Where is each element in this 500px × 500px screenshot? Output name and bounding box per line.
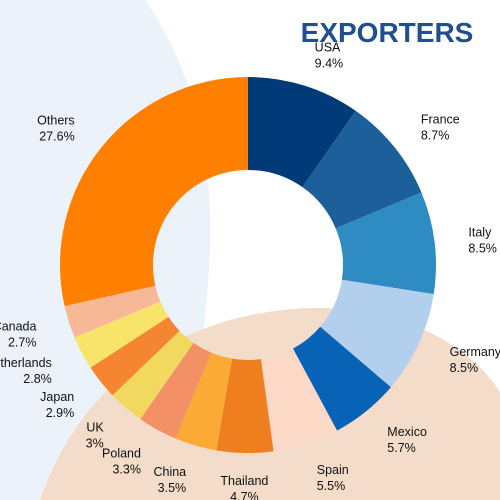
slice-usa [248,77,356,188]
label-value: 8.7% [421,129,450,143]
label-value: 4.7% [230,490,259,500]
slice-mexico [292,326,391,431]
slices [59,77,436,453]
slice-uk [112,330,194,420]
label-value: 5.7% [387,441,416,455]
label-category: Others [37,113,75,127]
label-category: Thailand [220,474,268,488]
label-value: 9.4% [315,56,344,70]
slice-poland [140,342,212,439]
slice-labels: USA 9.4% France 8.7% Italy 8.5% Germany 8.5% Mex… [0,40,500,500]
label-value: 3.5% [158,481,187,495]
label-category: Spain [317,463,349,477]
label-canada: Canada 2.7% [0,319,37,349]
label-usa: USA 9.4% [315,40,344,70]
label-thailand: Thailand 4.7% [220,474,268,500]
slice-spain [260,348,338,452]
label-category: Canada [0,319,37,333]
label-category: UK [86,421,104,435]
label-category: Germany [450,345,500,359]
label-value: 2.7% [8,335,37,349]
label-france: France 8.7% [421,113,460,143]
label-category: Italy [468,225,492,239]
label-china: China 3.5% [153,465,186,495]
slice-china [175,352,233,451]
label-value: 5.5% [317,479,346,493]
label-value: 3% [86,437,104,451]
label-category: Japan [40,390,74,404]
label-poland: Poland 3.3% [102,446,141,476]
label-value: 3.3% [112,462,141,476]
label-value: 8.5% [450,361,479,375]
slice-netherlands [74,301,169,368]
label-mexico: Mexico 5.7% [387,425,427,455]
slice-italy [335,192,436,295]
label-others: Others 27.6% [37,113,75,143]
label-netherlands: Netherlands 2.8% [0,356,52,386]
label-value: 8.5% [468,241,497,255]
label-category: USA [315,40,341,54]
label-category: Poland [102,446,141,460]
slice-canada [64,285,161,338]
label-value: 27.6% [39,129,74,143]
label-japan: Japan 2.9% [40,390,74,420]
slice-japan [90,316,180,396]
label-category: China [153,465,186,479]
label-value: 2.8% [23,372,52,386]
label-spain: Spain 5.5% [317,463,349,493]
slice-france [302,110,422,229]
chart-title: EXPORTERS [301,17,474,48]
label-italy: Italy 8.5% [468,225,497,255]
slice-germany [320,279,434,388]
label-category: Netherlands [0,356,52,370]
label-uk: UK 3% [86,421,105,451]
label-category: Mexico [387,425,427,439]
label-value: 2.9% [46,406,75,420]
label-germany: Germany 8.5% [450,345,500,375]
slice-thailand [216,358,274,453]
slice-others [59,77,248,307]
label-category: France [421,113,460,127]
